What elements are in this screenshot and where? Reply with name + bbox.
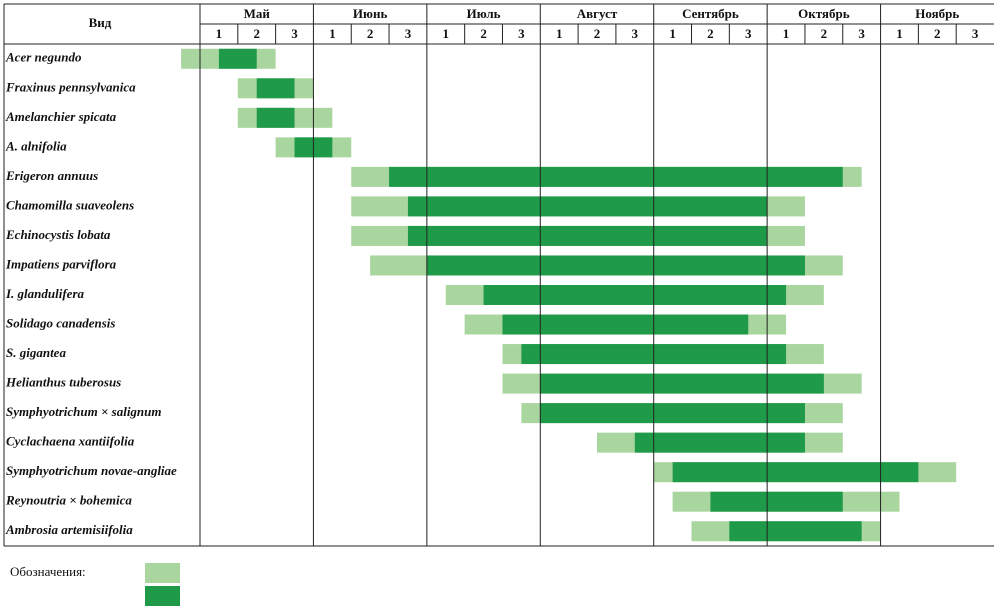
decade-label: 2: [367, 26, 374, 41]
species-label: Acer negundo: [5, 50, 82, 65]
decade-label: 2: [253, 26, 260, 41]
bar-dark: [483, 285, 787, 305]
row-header: Вид: [89, 15, 112, 30]
bar-dark: [218, 48, 257, 69]
bar-dark: [540, 373, 824, 394]
month-label: Май: [244, 6, 271, 21]
species-label: Fraxinus pennsylvanica: [5, 79, 136, 94]
decade-label: 3: [291, 26, 298, 41]
legend-swatch-light: [145, 563, 180, 583]
decade-label: 1: [669, 26, 676, 41]
species-label: Impatiens parviflora: [5, 256, 117, 271]
bar-dark: [426, 255, 805, 276]
species-label: I. glandulifera: [5, 286, 85, 301]
month-label: Июль: [467, 6, 501, 21]
decade-label: 3: [745, 26, 752, 41]
species-label: Erigeron annuus: [5, 168, 98, 183]
decade-label: 3: [972, 26, 979, 41]
bar-dark: [256, 107, 295, 128]
decade-label: 1: [896, 26, 903, 41]
decade-label: 2: [707, 26, 714, 41]
bar-dark: [256, 78, 295, 99]
month-label: Ноябрь: [915, 6, 959, 21]
decade-label: 1: [216, 26, 223, 41]
decade-label: 1: [329, 26, 336, 41]
species-label: Solidago canadensis: [6, 316, 115, 331]
decade-label: 1: [556, 26, 563, 41]
species-label: S. gigantea: [6, 345, 66, 360]
decade-label: 2: [934, 26, 941, 41]
bar-dark: [389, 166, 843, 187]
bar-dark: [407, 196, 768, 217]
decade-label: 2: [594, 26, 601, 41]
bar-dark: [710, 491, 843, 512]
legend-title: Обозначения:: [10, 564, 86, 579]
bar-dark: [407, 225, 768, 246]
decade-label: 3: [518, 26, 525, 41]
species-label: Amelanchier spicata: [5, 109, 117, 124]
species-label: Echinocystis lobata: [5, 227, 111, 242]
decade-label: 3: [405, 26, 412, 41]
species-label: Chamomilla suaveolens: [6, 197, 134, 212]
month-label: Сентябрь: [682, 6, 739, 21]
species-label: Helianthus tuberosus: [5, 375, 121, 390]
decade-label: 1: [443, 26, 450, 41]
species-label: Reynoutria × bohemica: [5, 493, 132, 508]
month-label: Июнь: [353, 6, 388, 21]
decade-label: 1: [783, 26, 790, 41]
bar-dark: [672, 462, 919, 483]
decade-label: 2: [480, 26, 487, 41]
legend-swatch-dark: [145, 586, 180, 606]
bar-dark: [729, 521, 862, 542]
species-label: Symphyotrichum × salignum: [6, 404, 162, 419]
decade-label: 3: [858, 26, 865, 41]
bar-dark: [540, 403, 805, 424]
species-label: Cyclachaena xantiifolia: [6, 434, 135, 449]
bar-dark: [634, 432, 805, 453]
bar-dark: [502, 314, 749, 335]
month-label: Август: [577, 6, 618, 21]
species-label: A. alnifolia: [5, 138, 67, 153]
decade-label: 2: [821, 26, 828, 41]
species-label: Ambrosia artemisiifolia: [5, 522, 133, 537]
species-label: Symphyotrichum novae-angliae: [6, 463, 177, 478]
decade-label: 3: [632, 26, 639, 41]
month-label: Октябрь: [798, 6, 850, 21]
